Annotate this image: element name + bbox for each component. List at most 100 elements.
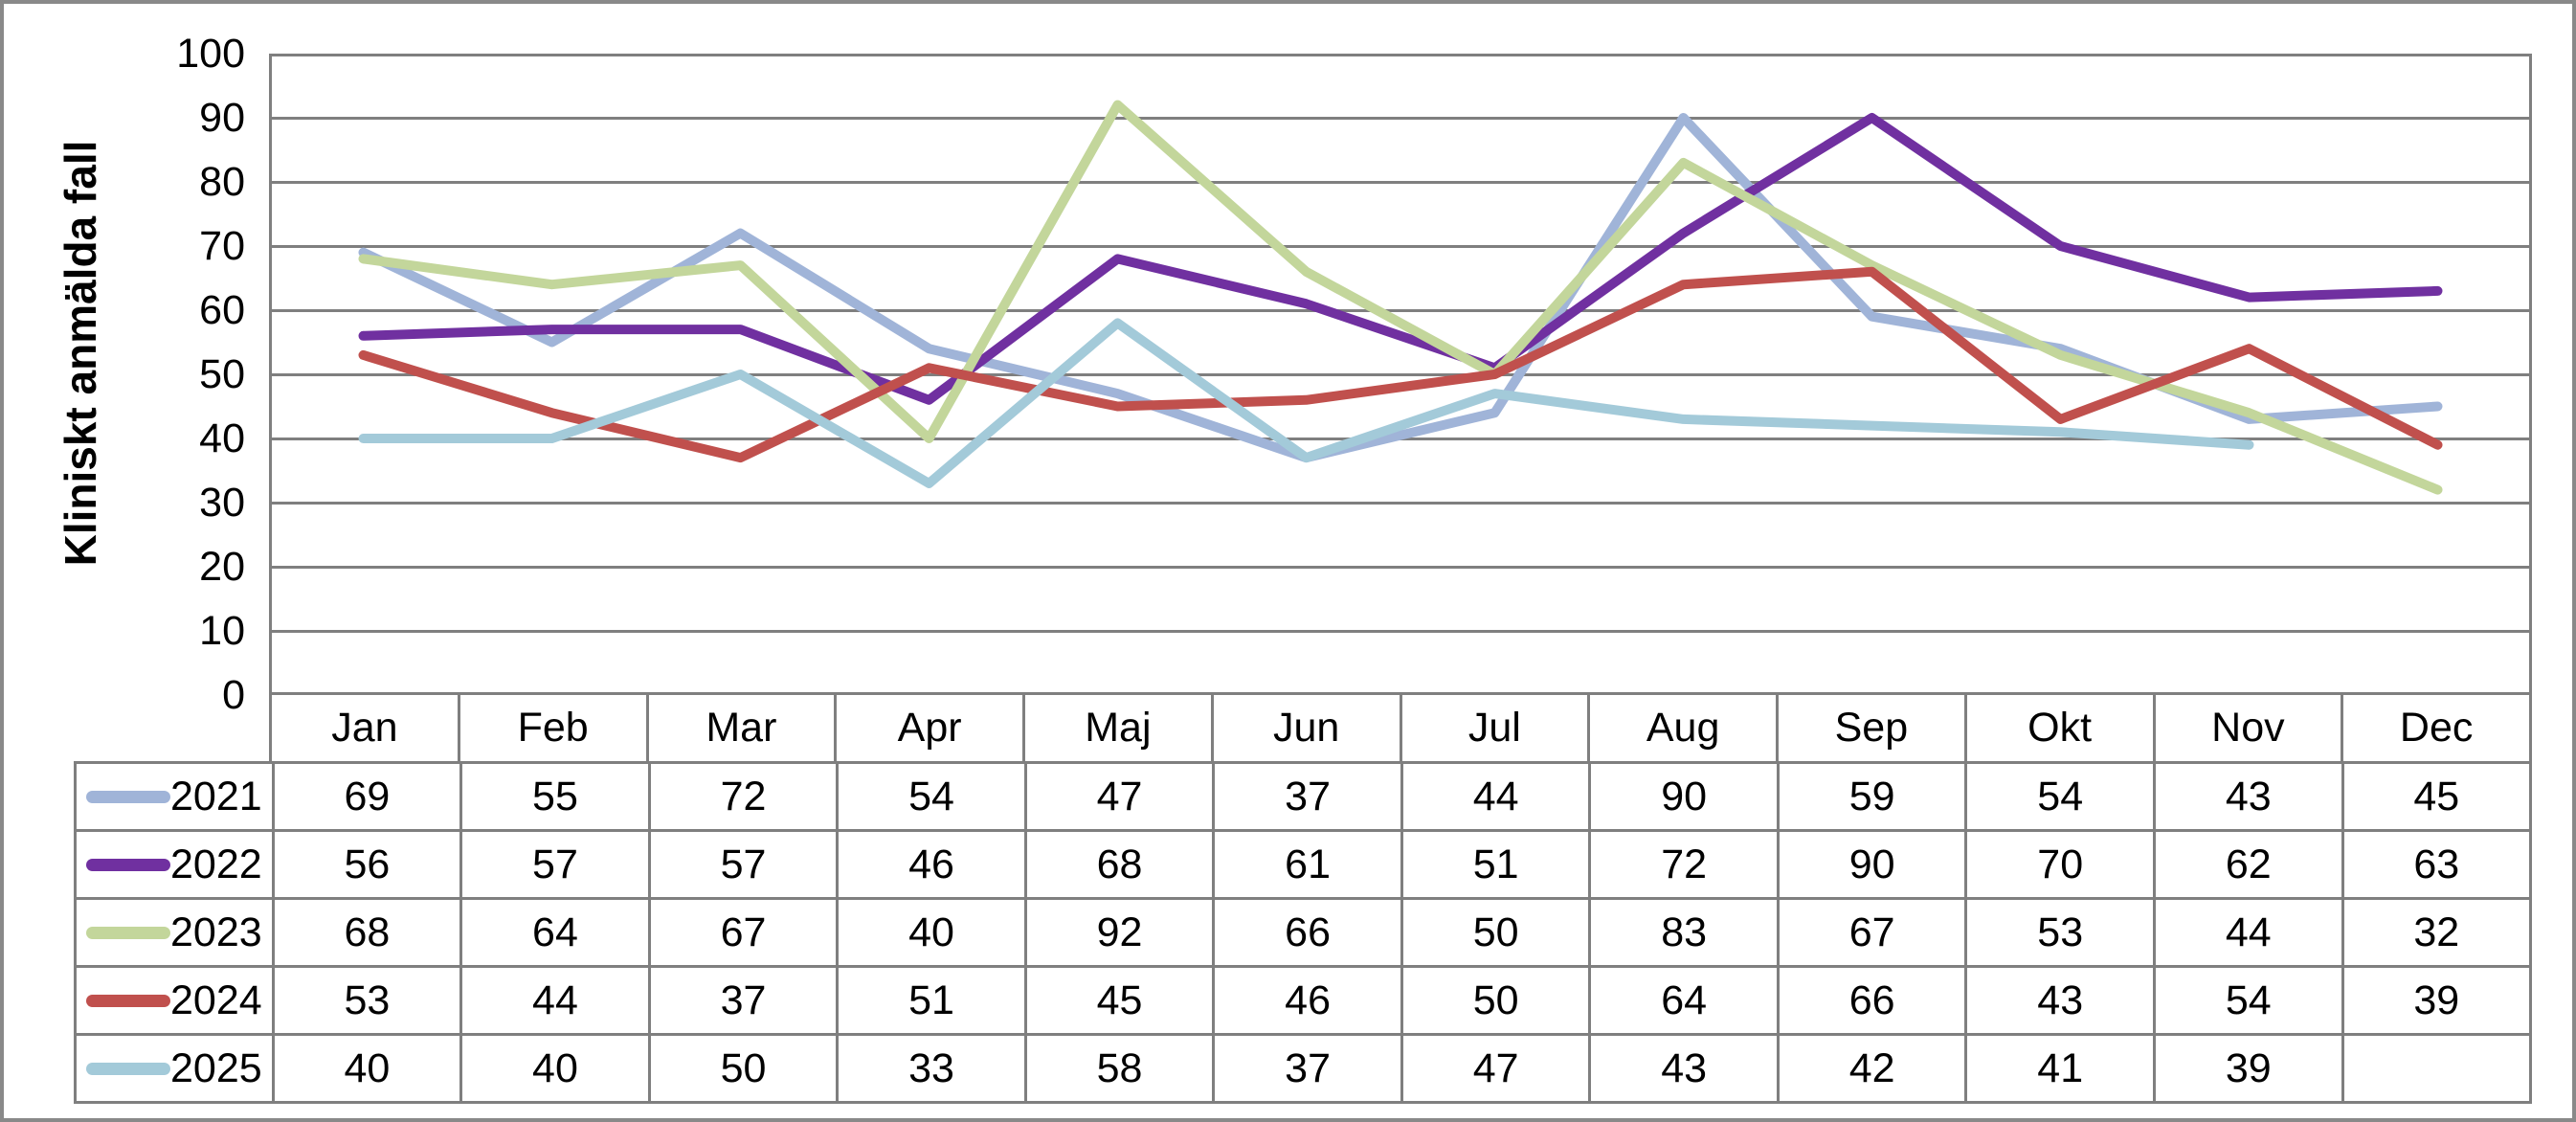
table-cell: 44 — [1402, 764, 1592, 832]
table-cell: 58 — [1026, 1036, 1216, 1104]
legend-cell: 2021 — [77, 764, 275, 832]
table-cell: 66 — [1779, 968, 1968, 1036]
gridline — [272, 309, 2529, 312]
gridline — [272, 630, 2529, 633]
month-header-cell: Apr — [837, 695, 1025, 761]
table-cell: 50 — [1402, 900, 1592, 968]
legend-cell: 2022 — [77, 832, 275, 900]
gridline — [272, 373, 2529, 376]
plot-area — [269, 54, 2532, 695]
month-header-cell: Jan — [272, 695, 460, 761]
legend-year-label: 2022 — [170, 841, 262, 887]
legend-cell: 2025 — [77, 1036, 275, 1104]
table-cell: 54 — [839, 764, 1027, 832]
legend-line-swatch — [86, 790, 170, 803]
table-cell: 54 — [1967, 764, 2156, 832]
y-axis-tick-label: 80 — [199, 159, 245, 205]
legend-year-label: 2021 — [170, 773, 262, 819]
table-cell: 40 — [839, 900, 1027, 968]
table-cell: 55 — [462, 764, 651, 832]
series-line-2023 — [358, 100, 2443, 495]
y-axis-tick-label: 10 — [199, 608, 245, 654]
gridline — [272, 566, 2529, 569]
table-cell: 62 — [2155, 832, 2344, 900]
table-cell: 44 — [2155, 900, 2344, 968]
table-cell — [2343, 1036, 2533, 1104]
table-cell: 40 — [274, 1036, 463, 1104]
table-cell: 51 — [1402, 832, 1592, 900]
table-cell: 40 — [462, 1036, 651, 1104]
table-cell: 51 — [839, 968, 1027, 1036]
table-cell: 37 — [650, 968, 840, 1036]
month-header-cell: Nov — [2156, 695, 2344, 761]
table-cell: 67 — [650, 900, 840, 968]
table-cell: 42 — [1779, 1036, 1968, 1104]
table-cell: 92 — [1026, 900, 1216, 968]
month-header-cell: Jun — [1214, 695, 1402, 761]
data-table: 2021 69 55 72 54 47 37 44 90 59 54 43 45 2022 56 57 57 46… — [74, 761, 2533, 1104]
y-axis-tick-label: 50 — [199, 351, 245, 397]
table-cell: 90 — [1591, 764, 1780, 832]
month-header-cell: Jul — [1402, 695, 1591, 761]
table-cell: 43 — [2155, 764, 2344, 832]
y-axis-tick-label: 20 — [199, 544, 245, 590]
gridline — [272, 245, 2529, 248]
table-cell: 61 — [1215, 832, 1403, 900]
y-axis-tick-label: 100 — [176, 31, 245, 77]
legend-line-swatch — [86, 858, 170, 871]
table-cell: 47 — [1026, 764, 1216, 832]
table-cell: 50 — [650, 1036, 840, 1104]
table-cell: 39 — [2155, 1036, 2344, 1104]
legend-line-swatch — [86, 994, 170, 1007]
legend-year-label: 2025 — [170, 1044, 262, 1091]
table-cell: 43 — [1591, 1036, 1780, 1104]
legend-line-swatch — [86, 1062, 170, 1075]
legend-line-swatch — [86, 926, 170, 939]
y-axis-tick-label: 40 — [199, 415, 245, 461]
table-cell: 45 — [2343, 764, 2533, 832]
month-header-cell: Mar — [649, 695, 838, 761]
series-line-2022 — [358, 113, 2443, 405]
table-cell: 64 — [1591, 968, 1780, 1036]
legend-year-label: 2024 — [170, 976, 262, 1023]
series-line-2024 — [358, 266, 2443, 463]
table-cell: 33 — [839, 1036, 1027, 1104]
table-cell: 54 — [2155, 968, 2344, 1036]
table-row: 2024 53 44 37 51 45 46 50 64 66 43 54 39 — [77, 968, 2533, 1036]
table-cell: 66 — [1215, 900, 1403, 968]
table-cell: 53 — [1967, 900, 2156, 968]
month-header-cell: Aug — [1590, 695, 1779, 761]
month-header-row: Jan Feb Mar Apr Maj Jun Jul Aug Sep Okt Nov Dec — [269, 695, 2532, 761]
table-cell: 83 — [1591, 900, 1780, 968]
y-axis-tick-label: 70 — [199, 223, 245, 269]
table-cell: 46 — [1215, 968, 1403, 1036]
table-cell: 57 — [462, 832, 651, 900]
table-row: 2023 68 64 67 40 92 66 50 83 67 53 44 32 — [77, 900, 2533, 968]
table-cell: 63 — [2343, 832, 2533, 900]
table-cell: 41 — [1967, 1036, 2156, 1104]
table-cell: 90 — [1779, 832, 1968, 900]
series-line-2021 — [358, 113, 2443, 463]
table-cell: 68 — [1026, 832, 1216, 900]
table-cell: 53 — [274, 968, 463, 1036]
table-cell: 72 — [1591, 832, 1780, 900]
table-cell: 37 — [1215, 1036, 1403, 1104]
table-cell: 64 — [462, 900, 651, 968]
table-cell: 44 — [462, 968, 651, 1036]
table-row: 2025 40 40 50 33 58 37 47 43 42 41 39 — [77, 1036, 2533, 1104]
y-axis-tick-label: 30 — [199, 480, 245, 526]
table-cell: 47 — [1402, 1036, 1592, 1104]
table-cell: 68 — [274, 900, 463, 968]
table-cell: 67 — [1779, 900, 1968, 968]
table-cell: 70 — [1967, 832, 2156, 900]
y-axis-tick-label: 60 — [199, 287, 245, 333]
table-row: 2021 69 55 72 54 47 37 44 90 59 54 43 45 — [77, 764, 2533, 832]
table-cell: 46 — [839, 832, 1027, 900]
gridline — [272, 502, 2529, 505]
table-cell: 45 — [1026, 968, 1216, 1036]
legend-cell: 2024 — [77, 968, 275, 1036]
table-cell: 57 — [650, 832, 840, 900]
table-cell: 50 — [1402, 968, 1592, 1036]
table-cell: 43 — [1967, 968, 2156, 1036]
